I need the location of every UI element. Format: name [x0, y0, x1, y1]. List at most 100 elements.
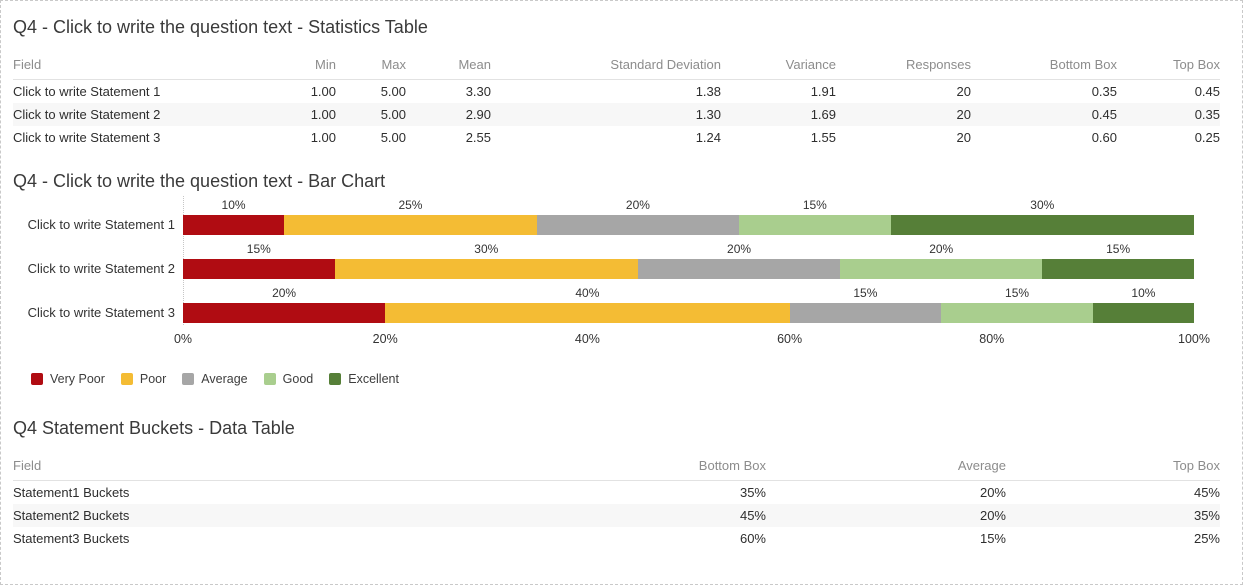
cell-value: 0.35	[1091, 83, 1117, 99]
column-header: Bottom Box	[971, 51, 1117, 80]
bar-segment-excellent	[890, 215, 1194, 236]
category-label: Click to write Statement 1	[27, 217, 175, 233]
bar-chart-widget[interactable]: Q4 - Click to write the question text - …	[1, 171, 1242, 387]
cell-value: 35%	[1193, 507, 1220, 523]
cell-value: 1.91	[810, 83, 836, 99]
legend-label: Average	[201, 372, 248, 387]
segment-labels: 10% 25% 20% 15% 30%	[183, 198, 1194, 215]
segment-value-label: 15%	[1005, 286, 1030, 301]
segment-value-label: 40%	[575, 286, 600, 301]
cell-value: 0.45	[1091, 106, 1117, 122]
stats-table-title: Q4 - Click to write the question text - …	[13, 17, 428, 37]
chart-row: Click to write Statement 1 10% 25% 20% 15% 30…	[13, 198, 1194, 236]
cell-value: 0.60	[1091, 129, 1117, 145]
segment-value-label: 20%	[625, 198, 650, 213]
buckets-table-widget[interactable]: Q4 Statement Buckets - Data Table Field B…	[1, 418, 1242, 550]
bar-segment-poor	[284, 215, 537, 236]
bar-segment-average	[637, 259, 841, 280]
bar-chart-title: Q4 - Click to write the question text - …	[13, 170, 386, 191]
bar-segment-very-poor	[183, 215, 285, 236]
cell-value: 20	[956, 106, 971, 122]
column-header: Average	[766, 452, 1006, 481]
chart-row: Click to write Statement 3 20% 40% 15% 15% 10…	[13, 286, 1194, 324]
stacked-bar	[183, 215, 1194, 236]
segment-value-label: 10%	[221, 198, 246, 213]
x-axis-tick-label: 60%	[777, 332, 803, 347]
segment-labels: 20% 40% 15% 15% 10%	[183, 286, 1194, 303]
cell-value: 1.00	[310, 129, 336, 145]
cell-value: 1.24	[695, 129, 721, 145]
legend-label: Poor	[139, 372, 167, 387]
legend-item: Excellent	[329, 372, 399, 386]
bar-segment-good	[840, 259, 1043, 280]
legend-label: Very Poor	[50, 372, 105, 387]
legend-item: Poor	[120, 372, 167, 387]
stacked-bar-chart: Click to write Statement 1 10% 25% 20% 15% 30…	[13, 196, 1210, 386]
legend-item: Good	[263, 372, 314, 387]
cell-value: 1.00	[310, 106, 336, 122]
cell-value: 0.45	[1194, 83, 1220, 99]
bar-segment-good	[941, 303, 1093, 324]
bar-segment-very-poor	[183, 259, 335, 280]
bar-segment-poor	[385, 303, 790, 324]
stats-table-header-row: Field Min Max Mean Standard Deviation Varianc…	[13, 51, 1220, 80]
cell-value: 20%	[979, 484, 1006, 500]
cell-value: 3.30	[465, 83, 491, 99]
segment-value-label: 25%	[398, 198, 423, 213]
cell-value: 20%	[979, 507, 1006, 523]
column-header: Field	[13, 452, 393, 481]
column-header: Responses	[836, 51, 971, 80]
stats-table: Field Min Max Mean Standard Deviation Varianc…	[13, 51, 1220, 149]
legend-label: Good	[282, 372, 314, 387]
cell-value: 45%	[739, 507, 766, 523]
segment-value-label: 20%	[929, 242, 954, 257]
bar-segment-very-poor	[183, 303, 386, 324]
bar-segment-average	[536, 215, 740, 236]
chart-legend: Very Poor Poor Average Good Excellent	[31, 372, 1194, 386]
cell-value: 0.35	[1194, 106, 1220, 122]
buckets-table-title: Q4 Statement Buckets - Data Table	[13, 418, 295, 439]
x-axis-tick-label: 100%	[1178, 332, 1210, 347]
segment-value-label: 30%	[1030, 198, 1055, 213]
cell-value: 1.38	[695, 83, 721, 99]
cell-value: 5.00	[380, 83, 406, 99]
cell-value: 35%	[739, 484, 766, 500]
category-label: Click to write Statement 2	[27, 261, 175, 277]
row-field-label: Click to write Statement 3	[13, 129, 161, 145]
legend-swatch-icon	[31, 373, 43, 386]
table-row: Statement2 Buckets 45% 20% 35%	[13, 503, 1220, 527]
buckets-table-header-row: Field Bottom Box Average Top Box	[13, 452, 1220, 481]
column-header: Variance	[721, 51, 836, 80]
x-axis-tick-label: 80%	[979, 332, 1005, 347]
table-row: Click to write Statement 3 1.00 5.00 2.55 1.…	[13, 126, 1220, 149]
x-axis-tick-label: 0%	[173, 332, 193, 347]
segment-value-label: 15%	[853, 286, 878, 301]
cell-value: 5.00	[380, 106, 406, 122]
bar-plot: 15% 30% 20% 20% 15%	[183, 242, 1194, 280]
row-field-label: Statement3 Buckets	[13, 530, 130, 546]
cell-value: 1.00	[310, 83, 336, 99]
table-row: Statement1 Buckets 35% 20% 45%	[13, 480, 1220, 504]
table-row: Click to write Statement 1 1.00 5.00 3.30 1.…	[13, 79, 1220, 103]
cell-value: 20	[956, 129, 971, 145]
bar-segment-good	[739, 215, 891, 236]
stacked-bar	[183, 259, 1194, 280]
segment-value-label: 20%	[727, 242, 752, 257]
cell-value: 2.90	[465, 106, 491, 122]
segment-value-label: 15%	[1106, 242, 1131, 257]
legend-swatch-icon	[120, 373, 133, 386]
row-field-label: Statement2 Buckets	[13, 507, 130, 523]
segment-value-label: 15%	[802, 198, 827, 213]
x-axis-tick-label: 40%	[574, 332, 600, 347]
segment-value-label: 15%	[246, 242, 271, 257]
bar-plot: 20% 40% 15% 15% 10%	[183, 286, 1194, 324]
cell-value: 0.25	[1194, 129, 1220, 145]
buckets-table: Field Bottom Box Average Top Box Statement1…	[13, 452, 1220, 550]
column-header: Bottom Box	[393, 452, 766, 481]
row-field-label: Click to write Statement 1	[13, 83, 161, 99]
bar-segment-average	[789, 303, 942, 324]
cell-value: 5.00	[380, 129, 406, 145]
stats-table-widget[interactable]: Q4 - Click to write the question text - …	[1, 17, 1242, 149]
row-field-label: Click to write Statement 2	[13, 106, 161, 122]
